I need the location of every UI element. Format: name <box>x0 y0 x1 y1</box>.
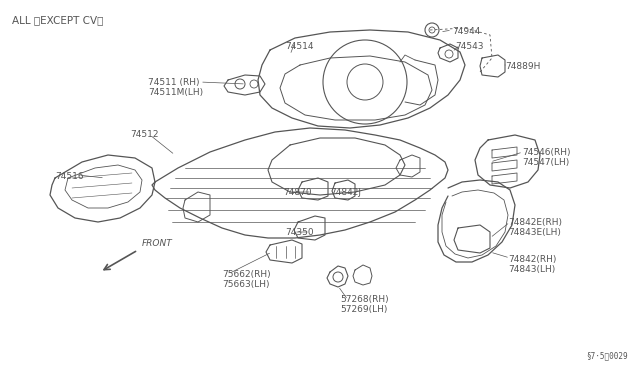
Text: 74511 (RH): 74511 (RH) <box>148 78 200 87</box>
Text: ALL 〈EXCEPT CV〉: ALL 〈EXCEPT CV〉 <box>12 15 104 25</box>
Text: 74842(RH): 74842(RH) <box>508 255 556 264</box>
Text: 74543: 74543 <box>455 42 483 51</box>
Text: 74843E(LH): 74843E(LH) <box>508 228 561 237</box>
Text: 75662(RH): 75662(RH) <box>222 270 271 279</box>
Text: §7·5⁎0029: §7·5⁎0029 <box>586 351 628 360</box>
Text: 74511M(LH): 74511M(LH) <box>148 88 203 97</box>
Text: 74512: 74512 <box>130 130 159 139</box>
Text: 74944: 74944 <box>452 27 481 36</box>
Text: 75663(LH): 75663(LH) <box>222 280 269 289</box>
Text: 74870: 74870 <box>283 188 312 197</box>
Text: FRONT: FRONT <box>142 239 173 248</box>
Text: 74889H: 74889H <box>505 62 540 71</box>
Text: 74516: 74516 <box>55 172 84 181</box>
Text: 57268(RH): 57268(RH) <box>340 295 388 304</box>
Text: 74842J: 74842J <box>330 188 361 197</box>
Text: 74546(RH): 74546(RH) <box>522 148 570 157</box>
Text: 74350: 74350 <box>285 228 314 237</box>
Text: 74547(LH): 74547(LH) <box>522 158 569 167</box>
Text: 74843(LH): 74843(LH) <box>508 265 556 274</box>
Text: 74842E(RH): 74842E(RH) <box>508 218 562 227</box>
Text: 57269(LH): 57269(LH) <box>340 305 387 314</box>
Text: 74514: 74514 <box>285 42 314 51</box>
